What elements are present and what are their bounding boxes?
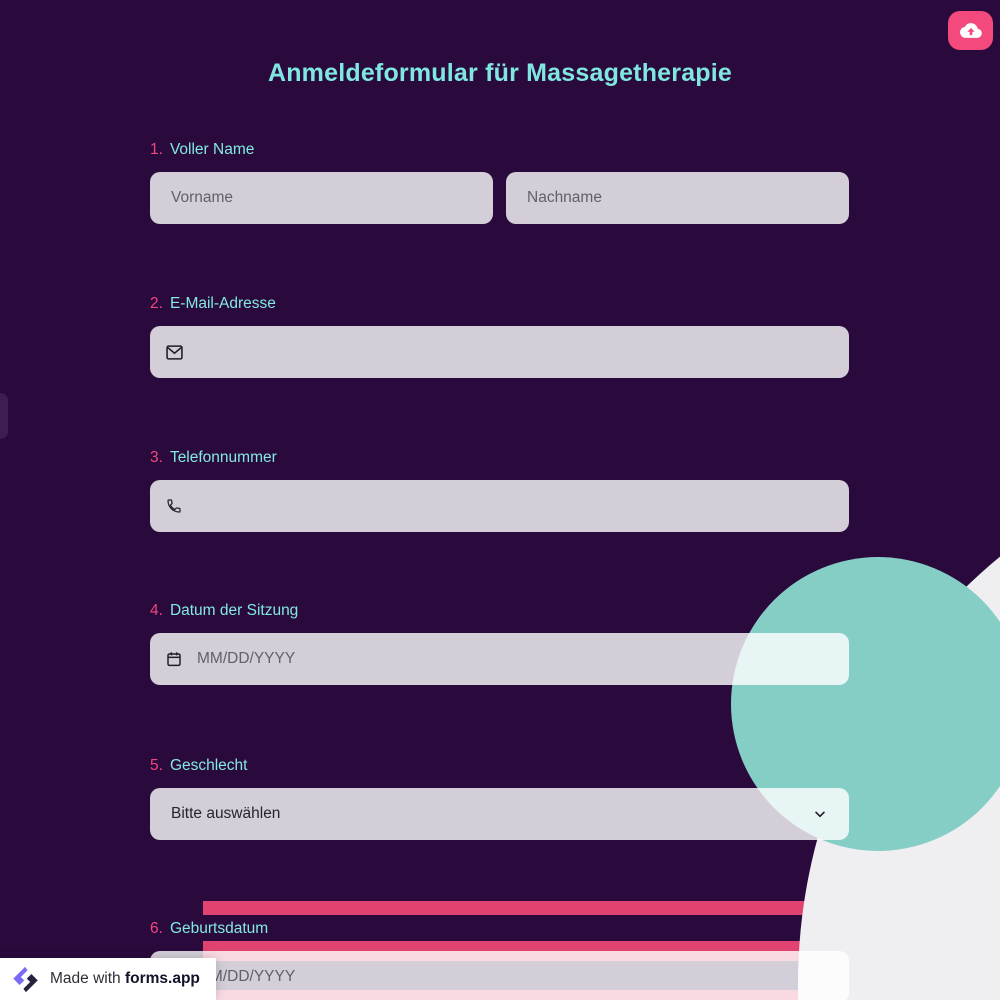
question-number: 2. <box>150 295 163 312</box>
phone-icon <box>166 498 182 514</box>
question-label: 3. Telefonnummer <box>150 447 849 469</box>
phone-field[interactable] <box>150 480 849 532</box>
question-label: 2. E-Mail-Adresse <box>150 293 849 315</box>
question-label: 1. Voller Name <box>150 139 849 161</box>
birthdate-field[interactable] <box>150 951 849 1000</box>
question-text: Telefonnummer <box>169 449 277 466</box>
badge-made-with: Made with <box>50 970 121 987</box>
forms-app-logo-icon <box>12 966 39 993</box>
question-phone: 3. Telefonnummer <box>150 447 849 532</box>
question-label: 6. Geburtsdatum <box>150 918 849 940</box>
last-name-input[interactable] <box>527 189 828 207</box>
question-text: E-Mail-Adresse <box>169 295 276 312</box>
question-email: 2. E-Mail-Adresse <box>150 293 849 378</box>
question-label: 4. Datum der Sitzung <box>150 600 849 622</box>
question-number: 1. <box>150 141 163 158</box>
question-text: Voller Name <box>169 141 255 158</box>
first-name-input[interactable] <box>171 189 472 207</box>
chevron-down-icon <box>812 806 828 822</box>
pink-stripe <box>203 901 1000 915</box>
session-date-field[interactable] <box>150 633 849 685</box>
left-edge-decoration <box>0 393 8 439</box>
made-with-badge[interactable]: Made with forms.app <box>0 958 216 1000</box>
badge-text: Made with forms.app <box>50 970 200 988</box>
first-name-field[interactable] <box>150 172 493 224</box>
envelope-icon <box>166 344 183 360</box>
question-number: 5. <box>150 757 163 774</box>
cloud-upload-icon <box>959 21 982 40</box>
birthdate-input[interactable] <box>197 968 833 986</box>
calendar-icon <box>166 651 182 667</box>
email-input[interactable] <box>198 343 833 361</box>
question-number: 3. <box>150 449 163 466</box>
session-date-input[interactable] <box>197 650 833 668</box>
question-birthdate: 6. Geburtsdatum <box>150 918 849 1000</box>
question-voller-name: 1. Voller Name <box>150 139 849 224</box>
question-gender: 5. Geschlecht Bitte auswählen <box>150 755 849 840</box>
question-text: Geburtsdatum <box>169 920 269 937</box>
page-title: Anmeldeformular für Massagetherapie <box>267 58 733 87</box>
badge-brand: forms.app <box>124 970 200 987</box>
email-field[interactable] <box>150 326 849 378</box>
gender-select[interactable]: Bitte auswählen <box>150 788 849 840</box>
question-number: 6. <box>150 920 163 937</box>
phone-input[interactable] <box>197 497 833 515</box>
gender-select-value: Bitte auswählen <box>171 805 281 822</box>
last-name-field[interactable] <box>506 172 849 224</box>
question-text: Datum der Sitzung <box>169 602 299 619</box>
question-number: 4. <box>150 602 163 619</box>
question-label: 5. Geschlecht <box>150 755 849 777</box>
upload-button[interactable] <box>948 11 993 50</box>
question-session-date: 4. Datum der Sitzung <box>150 600 849 685</box>
question-text: Geschlecht <box>169 757 248 774</box>
